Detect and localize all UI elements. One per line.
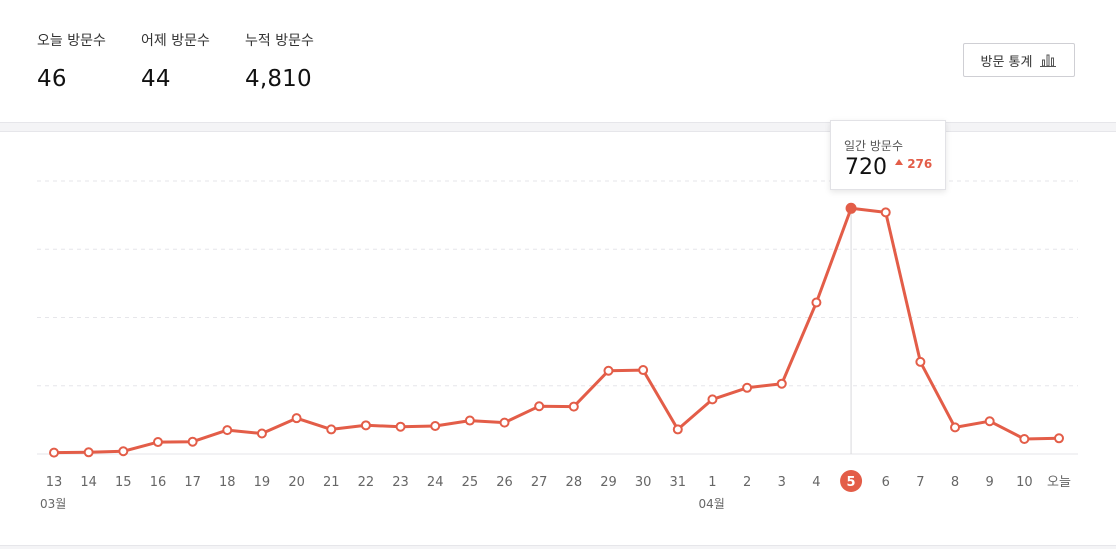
data-point	[915, 356, 926, 367]
yesterday-visitors-label: 어제 방문수	[141, 33, 210, 49]
data-point	[464, 415, 475, 426]
data-point	[360, 420, 371, 431]
data-point	[638, 365, 649, 376]
data-point	[534, 401, 545, 412]
data-point	[776, 378, 787, 389]
data-point	[950, 422, 961, 433]
x-tick-label: 20	[288, 475, 305, 490]
tooltip-value: 720	[845, 155, 887, 180]
data-point	[1054, 433, 1064, 444]
x-tick-label: 18	[219, 475, 236, 490]
x-tick-label: 9	[986, 475, 994, 490]
today-visitors-value: 46	[37, 66, 67, 92]
month-label: 04월	[698, 497, 724, 511]
data-point	[49, 447, 59, 458]
data-point	[672, 424, 683, 435]
x-tick-label: 23	[392, 475, 409, 490]
x-tick-label: 7	[916, 475, 924, 490]
x-tick-label: 28	[566, 475, 583, 490]
x-tick-label: 오늘	[1047, 475, 1071, 490]
x-tick-label: 24	[427, 475, 444, 490]
x-tick-label: 1	[708, 475, 716, 490]
x-tick-label: 15	[115, 475, 132, 490]
today-visitors-label: 오늘 방문수	[37, 33, 106, 49]
x-tick-label: 19	[254, 475, 271, 490]
x-tick-label-selected: 5	[847, 475, 856, 490]
x-tick-label: 30	[635, 475, 652, 490]
x-tick-label: 21	[323, 475, 340, 490]
x-tick-label: 14	[80, 475, 97, 490]
x-tick-label: 8	[951, 475, 959, 490]
yesterday-visitors: 어제 방문수 44	[141, 30, 210, 92]
data-point-highlighted	[845, 202, 857, 214]
x-tick-label: 17	[184, 475, 201, 490]
data-point	[291, 413, 302, 424]
total-visitors: 누적 방문수 4,810	[245, 30, 314, 92]
data-point	[707, 394, 718, 405]
data-point	[568, 401, 579, 412]
data-point	[430, 421, 441, 432]
x-tick-label: 16	[150, 475, 167, 490]
x-tick-label: 25	[462, 475, 479, 490]
x-tick-label: 6	[882, 475, 890, 490]
tooltip-label: 일간 방문수	[844, 139, 904, 153]
data-point	[118, 446, 129, 457]
x-tick-label: 31	[670, 475, 687, 490]
x-tick-label: 26	[496, 475, 513, 490]
visit-stats-button-label: 방문 통계	[980, 54, 1033, 70]
data-point	[187, 436, 198, 447]
month-label: 03월	[40, 497, 66, 511]
data-point	[326, 424, 337, 435]
data-point	[395, 421, 406, 432]
total-visitors-label: 누적 방문수	[245, 33, 314, 49]
selected-date-marker	[840, 470, 863, 492]
visitor-stats-summary: 오늘 방문수 46 어제 방문수 44 누적 방문수 4,810 방문 통계	[0, 0, 1116, 123]
daily-visitors-chart: 13 14 15 16 17 18 19 20 21 22 23 24 25 26 27 28 29 30 31 1 2…	[0, 131, 1116, 546]
data-point	[984, 416, 995, 427]
data-point	[880, 207, 891, 218]
data-point	[1019, 433, 1030, 444]
series-line	[52, 206, 1061, 455]
tooltip-delta-value: 276	[907, 157, 933, 171]
tooltip-delta: 276	[895, 157, 932, 171]
today-visitors: 오늘 방문수 46	[37, 30, 106, 92]
data-point	[811, 297, 822, 308]
visit-stats-button[interactable]: 방문 통계	[963, 43, 1075, 77]
data-point	[152, 437, 163, 448]
data-point	[222, 425, 233, 436]
x-tick-label: 27	[531, 475, 548, 490]
data-point	[603, 365, 614, 376]
bar-chart-icon	[1040, 54, 1057, 67]
x-tick-label: 3	[778, 475, 786, 490]
x-tick-label: 2	[743, 475, 751, 490]
yesterday-visitors-value: 44	[141, 66, 171, 92]
data-point	[83, 447, 94, 458]
x-tick-label: 4	[812, 475, 820, 490]
x-tick-label: 22	[358, 475, 375, 490]
x-tick-label: 13	[46, 475, 63, 490]
x-tick-label: 10	[1016, 475, 1033, 490]
total-visitors-value: 4,810	[245, 66, 312, 92]
chart-tooltip: 일간 방문수 720 276	[830, 120, 946, 190]
data-point	[256, 428, 267, 439]
x-tick-label: 29	[600, 475, 617, 490]
data-point	[499, 417, 510, 428]
triangle-up-icon	[895, 159, 903, 165]
data-point	[742, 382, 753, 393]
